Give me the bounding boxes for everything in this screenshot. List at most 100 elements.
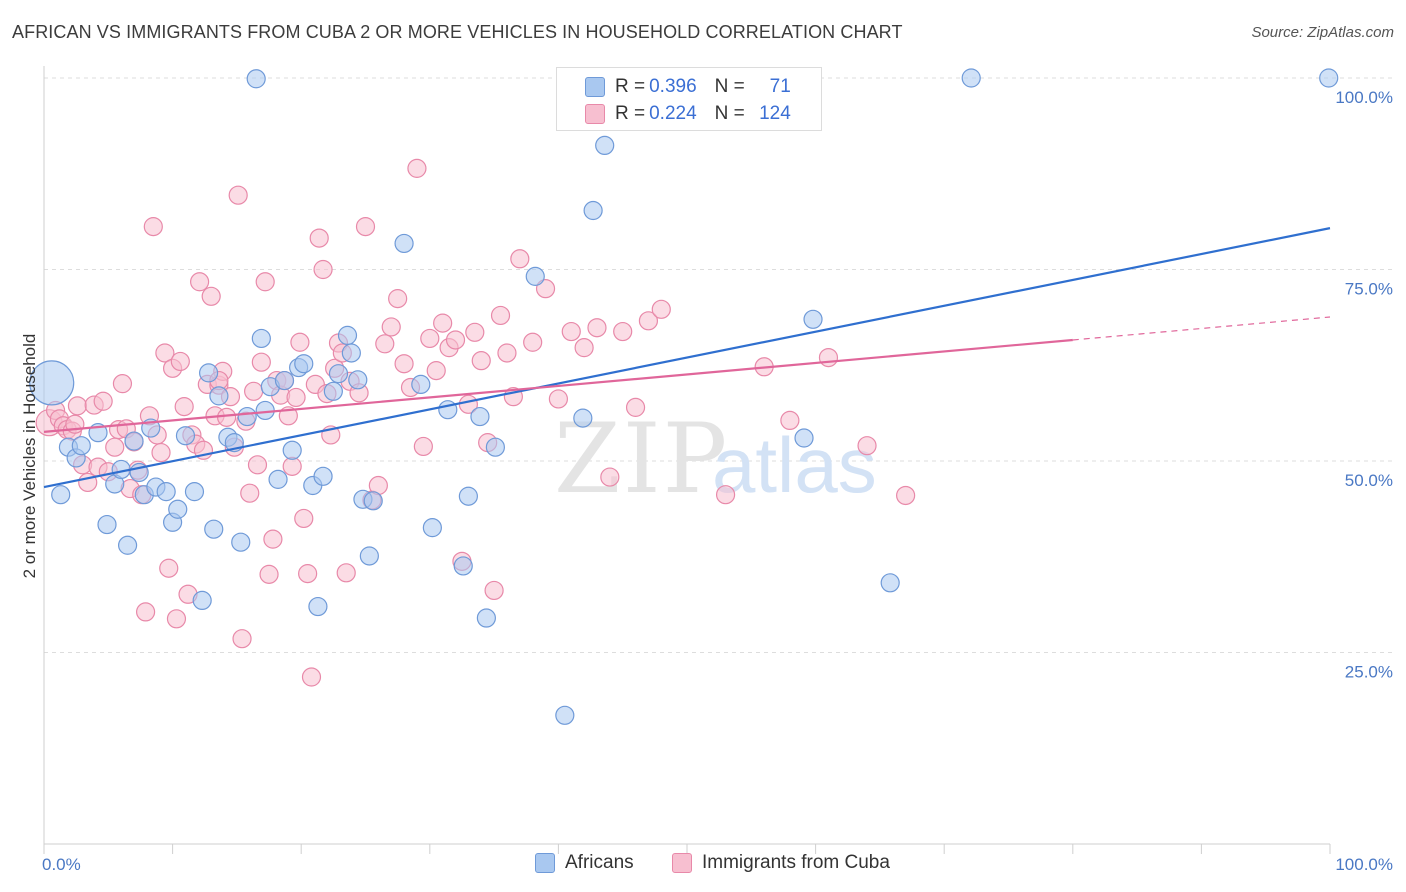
watermark-atlas: atlas [712, 421, 877, 509]
cuba-point [290, 332, 310, 352]
africans-point [237, 406, 257, 427]
cuba-point [780, 410, 800, 431]
cuba-point [375, 334, 395, 354]
source-label: Source: ZipAtlas.com [1251, 24, 1394, 41]
cuba-point [574, 338, 594, 358]
africans-point [1319, 68, 1339, 88]
y-tick-label: 75.0% [1345, 280, 1393, 299]
cuba-point [143, 217, 163, 237]
legend-item-africans[interactable]: Africans [535, 852, 634, 874]
y-axis-label: 2 or more Vehicles in Household [20, 334, 39, 579]
africans-point [341, 343, 361, 363]
cuba-point [228, 185, 248, 205]
axes [43, 66, 1331, 854]
cuba-point [251, 352, 271, 372]
series-africans-points [29, 68, 1339, 725]
cuba-point [497, 343, 517, 363]
cuba-point [896, 485, 916, 506]
cuba-point [159, 558, 179, 578]
cuba-point [433, 313, 453, 333]
cuba-point [600, 467, 620, 487]
africans-point [117, 535, 138, 555]
cuba-point [155, 343, 175, 363]
africans-point [308, 596, 328, 617]
africans-point [880, 573, 900, 593]
africans-point [422, 518, 442, 538]
africans-point [71, 436, 91, 456]
cuba-point [255, 272, 275, 292]
y-tick-label: 100.0% [1335, 88, 1393, 107]
cuba-point [426, 361, 446, 381]
cuba-point [355, 217, 376, 237]
africans-point [97, 514, 117, 535]
cuba-point [548, 389, 569, 409]
africans-point [961, 68, 981, 88]
cuba-swatch [585, 104, 605, 124]
legend-africans-label: Africans [565, 852, 634, 873]
cuba-point [190, 272, 210, 292]
africans-point [274, 370, 295, 391]
legend-cuba-label: Immigrants from Cuba [702, 852, 890, 873]
africans-swatch [585, 77, 605, 97]
africans-point [268, 469, 288, 489]
cuba-point [510, 249, 530, 269]
cuba-n-label: N = [714, 103, 745, 124]
africans-point [470, 406, 490, 427]
cuba-point [112, 374, 133, 394]
africans-point [359, 546, 379, 566]
x-tick-label: 100.0% [1335, 855, 1393, 874]
africans-point [51, 485, 71, 505]
africans-point [348, 370, 368, 390]
cuba-point [857, 436, 877, 456]
africans-point [573, 408, 593, 428]
africans-point [337, 325, 358, 345]
cuba-trend-line [43, 338, 1073, 433]
cuba-point [561, 321, 581, 342]
africans-point [255, 400, 275, 421]
africans-point [124, 431, 144, 451]
cuba-point [201, 286, 221, 306]
cuba-point [490, 305, 511, 326]
cuba-point [309, 228, 329, 248]
chart-title: AFRICAN VS IMMIGRANTS FROM CUBA 2 OR MOR… [12, 22, 903, 42]
africans-point [323, 381, 343, 401]
africans-point [476, 608, 496, 628]
africans-point [458, 486, 478, 506]
x-tick-label: 0.0% [42, 855, 81, 874]
africans-n-value: 71 [769, 76, 791, 97]
africans-point [453, 556, 473, 576]
cuba-point [523, 332, 543, 352]
cuba-point [67, 396, 88, 416]
cuba-point [484, 580, 504, 601]
y-tick-label: 25.0% [1345, 663, 1393, 682]
africans-point [485, 437, 505, 457]
legend-item-cuba[interactable]: Immigrants from Cuba [672, 852, 890, 874]
cuba-point [420, 328, 440, 349]
cuba-point [151, 442, 171, 463]
cuba-point [298, 564, 318, 584]
y-tick-label: 50.0% [1345, 471, 1393, 490]
africans-point [168, 499, 188, 519]
cuba-point [232, 629, 252, 649]
cuba-point [471, 351, 491, 371]
cuba-point [244, 381, 264, 401]
africans-r-value: 0.396 [649, 76, 697, 97]
legend-row-africans: R = 0.396 N = 71 [585, 75, 791, 99]
cuba-point [651, 299, 671, 319]
africans-point [156, 482, 176, 502]
cuba-point [240, 483, 260, 503]
cuba-point [166, 609, 187, 629]
cuba-point [715, 485, 736, 505]
africans-point [184, 482, 205, 502]
cuba-point [286, 387, 306, 408]
africans-point [282, 440, 302, 460]
cuba-point [313, 259, 333, 280]
stats-legend: R = 0.396 N = 71 R = 0.224 N = 124 [556, 67, 822, 131]
africans-point [231, 532, 251, 552]
cuba-r-value: 0.224 [649, 103, 697, 124]
africans-point [794, 428, 814, 448]
africans-point [199, 363, 219, 383]
africans-point [192, 590, 212, 611]
africans-trend-line [43, 227, 1331, 489]
